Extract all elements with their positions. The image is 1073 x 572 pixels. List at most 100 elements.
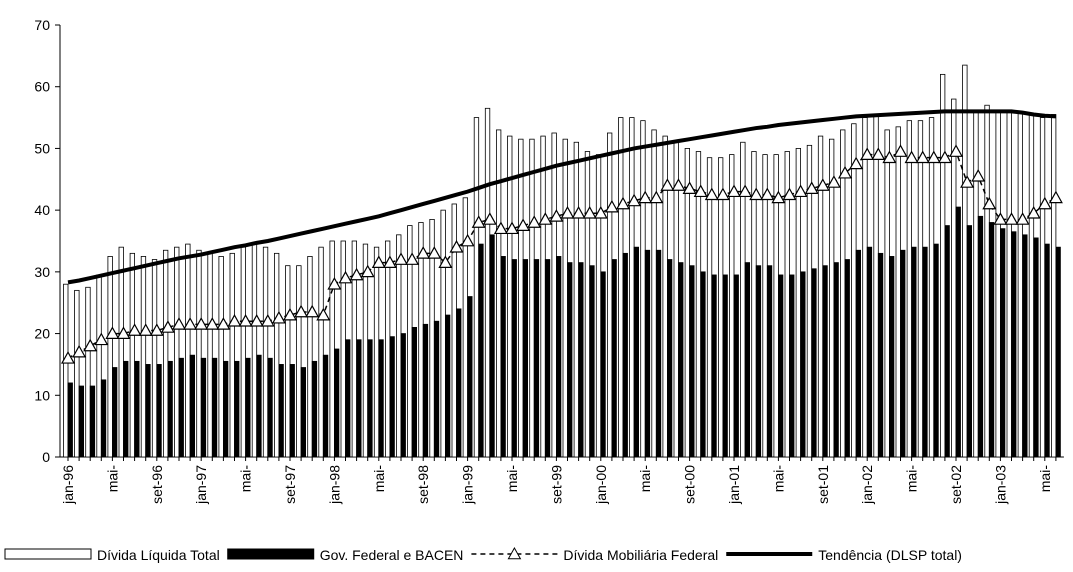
bar xyxy=(1033,237,1039,458)
triangle-marker xyxy=(649,190,664,204)
bar xyxy=(984,104,990,458)
x-tick-label: jan-02 xyxy=(859,465,875,505)
triangle-marker xyxy=(1015,212,1030,225)
bar xyxy=(1044,243,1050,458)
triangle-marker xyxy=(638,190,653,204)
triangle-marker xyxy=(83,338,98,352)
bar xyxy=(633,246,639,458)
triangle-marker xyxy=(693,184,708,198)
x-tick-label: mai- xyxy=(238,465,254,493)
bar xyxy=(174,246,180,458)
bar xyxy=(855,249,861,458)
bar xyxy=(755,265,762,458)
triangle-marker xyxy=(516,218,531,231)
legend-item: Tendência (DLSP total) xyxy=(726,547,962,563)
bar xyxy=(112,367,118,458)
bar xyxy=(618,117,624,458)
triangle-marker xyxy=(926,150,941,164)
legend-label: Dívida Mobiliária Federal xyxy=(563,547,718,563)
triangle-marker xyxy=(771,190,786,204)
triangle-marker xyxy=(149,323,164,336)
triangle-marker xyxy=(882,150,897,164)
bar xyxy=(140,256,147,458)
triangle-marker xyxy=(238,313,253,327)
triangle-marker xyxy=(249,313,264,327)
bar xyxy=(789,274,795,458)
bar xyxy=(729,154,735,458)
legend-swatch xyxy=(227,548,315,560)
bar xyxy=(611,259,617,458)
bar xyxy=(529,138,535,458)
bar xyxy=(240,246,247,458)
bar xyxy=(522,259,528,458)
bar xyxy=(311,360,318,458)
bar xyxy=(840,129,846,458)
bar xyxy=(607,132,613,458)
bar xyxy=(567,262,573,458)
bar xyxy=(107,256,113,458)
bar xyxy=(578,262,584,458)
bar xyxy=(500,256,506,458)
bar xyxy=(589,265,595,458)
x-tick-label: mai- xyxy=(504,465,520,493)
bar xyxy=(962,64,968,458)
y-tick-label: 60 xyxy=(34,79,50,95)
x-tick-label: mai- xyxy=(637,465,653,493)
bar xyxy=(129,252,136,458)
triangle-marker xyxy=(849,156,864,170)
triangle-marker xyxy=(116,326,131,339)
bar xyxy=(89,385,96,458)
bar xyxy=(333,348,340,458)
bar xyxy=(1017,111,1023,458)
bar xyxy=(473,117,480,458)
triangle-marker xyxy=(915,150,930,164)
x-tick-label: jan-96 xyxy=(60,465,76,505)
triangle-marker xyxy=(871,147,886,160)
bar xyxy=(1055,246,1061,458)
bar xyxy=(67,382,73,458)
bar xyxy=(484,107,491,458)
bar xyxy=(1006,111,1012,458)
bar xyxy=(74,289,80,458)
bar xyxy=(296,265,302,458)
x-tick-label: set-00 xyxy=(682,465,698,504)
triangle-marker xyxy=(482,212,497,225)
bar xyxy=(222,360,229,458)
bar xyxy=(833,262,839,458)
triangle-marker xyxy=(782,187,797,201)
bar xyxy=(389,336,395,458)
bar xyxy=(544,259,551,458)
bar xyxy=(744,262,750,458)
x-tick-label: jan-98 xyxy=(326,465,342,505)
bar xyxy=(844,259,850,458)
triangle-marker xyxy=(227,313,242,327)
triangle-marker xyxy=(615,196,631,210)
bar xyxy=(440,209,446,458)
x-tick-label: set-99 xyxy=(548,465,564,504)
triangle-marker xyxy=(405,252,420,265)
x-tick-label: mai- xyxy=(904,465,920,493)
bar xyxy=(678,262,684,458)
bar xyxy=(977,215,984,458)
y-tick-label: 30 xyxy=(34,264,50,280)
triangle-marker xyxy=(704,187,719,201)
bar xyxy=(384,240,391,458)
triangle-marker xyxy=(760,187,775,201)
bar xyxy=(706,157,713,458)
bar xyxy=(700,271,706,458)
triangle-marker xyxy=(1048,190,1063,204)
bar xyxy=(467,296,473,458)
bar xyxy=(988,222,995,458)
bar xyxy=(329,240,335,458)
bar xyxy=(167,360,173,458)
y-tick-label: 0 xyxy=(42,449,50,465)
triangle-marker xyxy=(72,344,87,358)
triangle-marker xyxy=(449,239,464,253)
bar xyxy=(584,151,591,458)
bar xyxy=(644,249,651,458)
triangle-marker xyxy=(1037,196,1052,210)
bar xyxy=(551,132,557,458)
bar xyxy=(800,271,806,458)
bar xyxy=(444,314,451,458)
